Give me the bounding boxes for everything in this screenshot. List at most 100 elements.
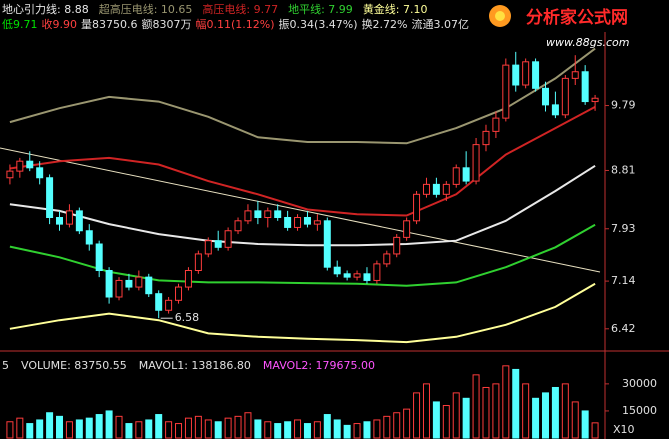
candle-body [95,243,103,271]
header-item: 收9.90 [42,17,78,31]
volume-bar [234,415,242,439]
volume-bar [551,386,559,439]
legend-entry: 黄金线: 7.10 [363,2,428,16]
candle-body [56,217,64,225]
volume-bar [591,422,599,439]
candle-body [333,266,341,275]
volume-bar [75,419,83,439]
logo-title: 分析家公式网 [526,7,628,28]
header-item: 幅0.11(1.12%) [196,18,275,31]
candle-body [65,210,73,225]
candle-body [373,263,381,281]
candle-body [581,71,589,103]
trend-line [0,147,601,273]
candle-body [383,253,391,265]
volume-bar [145,419,153,439]
volume-bar [323,414,331,439]
candle-body [551,104,559,116]
volume-bar [333,419,341,439]
volume-bar [204,419,212,439]
candle-body [294,217,302,228]
candle-body [274,210,282,218]
candle-body [244,210,252,222]
candle-body [254,210,262,218]
candle-body [561,77,569,116]
candle-body [472,144,480,182]
volume-bar [472,374,480,439]
volume-bar [373,419,381,439]
volume-bar [65,421,73,439]
candle-body [313,220,321,225]
candle-body [46,177,54,218]
volume-bar [214,421,222,439]
volume-bar [571,401,579,439]
volume-bar [581,410,589,439]
indicator-line [9,106,596,217]
volume-bar [56,415,64,439]
volume-bar [46,412,54,439]
candle-body [145,276,153,295]
candle-body [85,230,93,245]
candle-body [571,71,579,79]
candle-body [105,270,113,298]
candle-body [522,61,530,86]
candle-body [462,167,470,182]
candle-body [422,183,430,195]
low-annotation: 6.58 [175,311,200,324]
candle-body [125,279,133,288]
candle-body [6,170,14,179]
volume-bar [26,423,34,439]
header-item: VOLUME: 83750.55 [21,359,127,372]
volume-bar [284,421,292,439]
header-item: 5 [2,359,9,372]
volume-bar [561,383,569,439]
header-item: 低9.71 [2,18,38,31]
volume-bar [343,424,351,439]
legend-entry: 地平线: 7.99 [288,2,353,16]
volume-bar [432,401,440,439]
header-item: 换2.72% [362,17,408,31]
indicator-line [9,282,596,344]
volume-bar [95,414,103,439]
y-tick-label: 6.42 [611,322,636,335]
volume-bar [353,423,361,439]
y-tick-label: 15000 [622,404,657,417]
candle-body [442,183,450,195]
volume-bar [155,414,163,439]
candle-body [393,236,401,255]
volume-bar [512,368,520,439]
candle-body [284,217,292,228]
header-item: 量83750.6 [81,18,138,31]
candle-body [36,167,44,179]
legend-entry: 地心引力线: 8.88 [2,2,89,16]
volume-bar [16,417,24,439]
header-item: MAVOL2: 179675.00 [263,359,375,372]
candle-body [482,130,490,146]
volume-bar [383,415,391,439]
volume-bar [363,421,371,439]
candle-body [135,276,143,288]
volume-bar [462,397,470,439]
volume-bar [184,417,192,439]
candle-body [353,273,361,278]
logo-url: www.88gs.com [546,36,629,49]
volume-bar [442,405,450,439]
header-item: 流通3.07亿 [412,17,470,31]
volume-bar [135,421,143,439]
volume-bar [393,412,401,439]
volume-bar [115,415,123,439]
candle-body [432,183,440,195]
volume-bar [165,421,173,439]
candle-body [413,193,421,222]
candle-body [184,270,192,288]
candle-body [303,217,311,225]
candle-body [204,240,212,255]
volume-bar [224,417,232,439]
indicator-line [9,164,596,247]
y-tick-label: 7.93 [611,222,636,235]
volume-bar [422,383,430,439]
candle-body [26,160,34,169]
volume-bar [452,392,460,439]
candle-body [502,64,510,119]
candle-body [194,253,202,271]
